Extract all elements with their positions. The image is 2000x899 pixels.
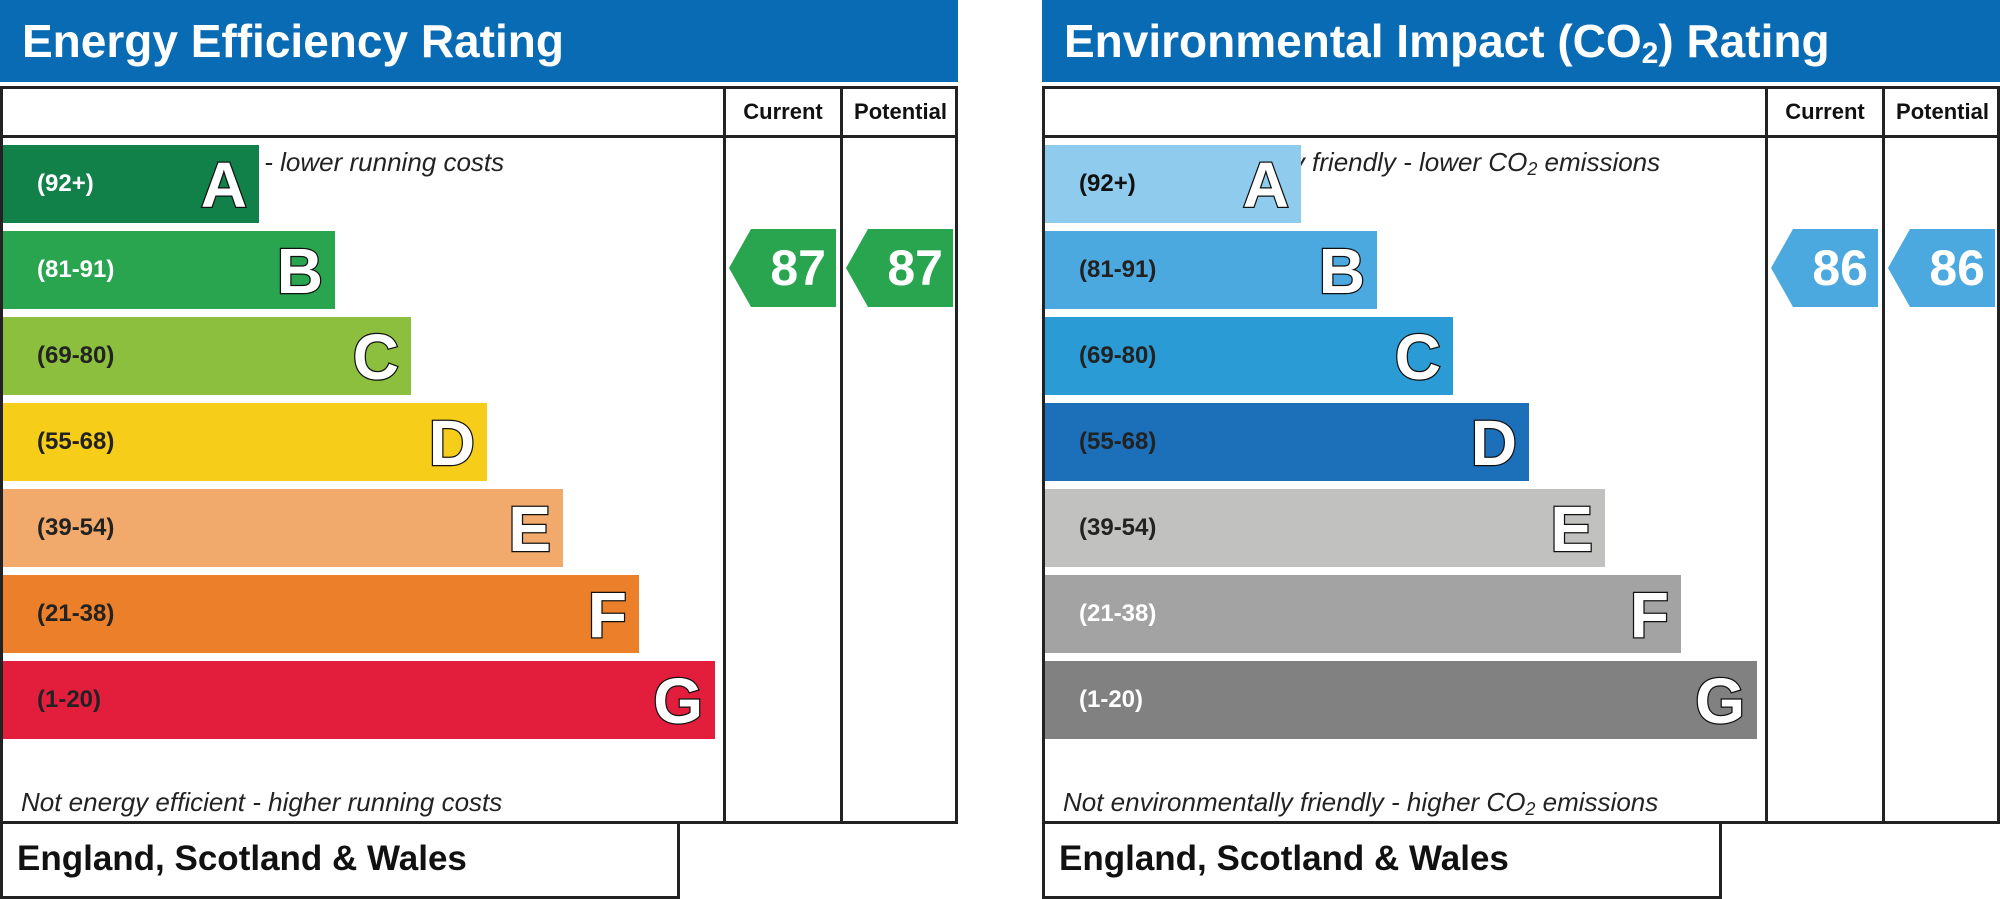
header-divider <box>1045 135 1997 138</box>
column-divider <box>1882 89 1885 821</box>
band-c: (69-80) C <box>1045 317 1453 395</box>
band-g: (1-20) G <box>3 661 715 739</box>
environmental-note-bottom: Not environmentally friendly - higher CO… <box>1063 787 1659 819</box>
energy-chart-title: Energy Efficiency Rating <box>0 0 958 82</box>
band-d: (55-68) D <box>3 403 487 481</box>
energy-potential-rating-arrow: 87 <box>846 229 953 307</box>
band-letter: B <box>276 234 325 309</box>
band-letter: A <box>200 148 249 223</box>
band-a: (92+) A <box>3 145 259 223</box>
band-g: (1-20) G <box>1045 661 1757 739</box>
column-divider <box>840 89 843 821</box>
band-letter: F <box>1629 578 1671 653</box>
band-range-label: (21-38) <box>37 600 115 627</box>
potential-column-header: Potential <box>854 99 947 124</box>
band-range-label: (92+) <box>37 170 94 197</box>
environmental-impact-chart: Environmental Impact (CO2) Rating Curren… <box>1042 0 2000 899</box>
band-range-label: (69-80) <box>37 342 115 369</box>
band-f: (21-38) F <box>1045 575 1681 653</box>
band-letter: G <box>652 664 704 739</box>
band-range-label: (81-91) <box>37 256 115 283</box>
environmental-region-label: England, Scotland & Wales <box>1042 824 1722 899</box>
energy-region-label: England, Scotland & Wales <box>0 824 680 899</box>
band-d: (55-68) D <box>1045 403 1529 481</box>
band-range-label: (81-91) <box>1079 256 1157 283</box>
band-letter: A <box>1242 148 1291 223</box>
current-column-header: Current <box>1785 99 1865 124</box>
band-letter: E <box>507 492 552 567</box>
band-e: (39-54) E <box>1045 489 1605 567</box>
band-range-label: (39-54) <box>37 514 115 541</box>
band-range-label: (55-68) <box>37 428 115 455</box>
environmental-current-rating-arrow: 86 <box>1771 229 1878 307</box>
band-range-label: (55-68) <box>1079 428 1157 455</box>
energy-current-rating-arrow: 87 <box>729 229 836 307</box>
column-divider <box>1765 89 1768 821</box>
band-range-label: (92+) <box>1079 170 1136 197</box>
band-range-label: (1-20) <box>1079 686 1144 713</box>
band-letter: C <box>352 320 401 395</box>
band-range-label: (1-20) <box>37 686 102 713</box>
band-b: (81-91) B <box>3 231 335 309</box>
band-letter: G <box>1694 664 1746 739</box>
environmental-potential-rating-arrow: 86 <box>1888 229 1995 307</box>
environmental-chart-title: Environmental Impact (CO2) Rating <box>1042 0 2000 82</box>
band-range-label: (21-38) <box>1079 600 1157 627</box>
band-b: (81-91) B <box>1045 231 1377 309</box>
band-e: (39-54) E <box>3 489 563 567</box>
band-letter: D <box>428 406 477 481</box>
band-range-label: (69-80) <box>1079 342 1157 369</box>
band-range-label: (39-54) <box>1079 514 1157 541</box>
band-c: (69-80) C <box>3 317 411 395</box>
current-column-header: Current <box>743 99 823 124</box>
energy-efficiency-chart: Energy Efficiency Rating Current Potenti… <box>0 0 958 899</box>
energy-note-bottom: Not energy efficient - higher running co… <box>21 787 503 817</box>
column-divider <box>723 89 726 821</box>
band-f: (21-38) F <box>3 575 639 653</box>
band-letter: C <box>1394 320 1443 395</box>
band-letter: D <box>1470 406 1519 481</box>
band-letter: B <box>1318 234 1367 309</box>
potential-column-header: Potential <box>1896 99 1989 124</box>
band-a: (92+) A <box>1045 145 1301 223</box>
header-divider <box>3 135 955 138</box>
energy-chart-frame: Current Potential Very energy efficient … <box>0 86 958 824</box>
band-letter: F <box>587 578 629 653</box>
band-letter: E <box>1549 492 1594 567</box>
environmental-chart-frame: Current Potential Very environmentally f… <box>1042 86 2000 824</box>
